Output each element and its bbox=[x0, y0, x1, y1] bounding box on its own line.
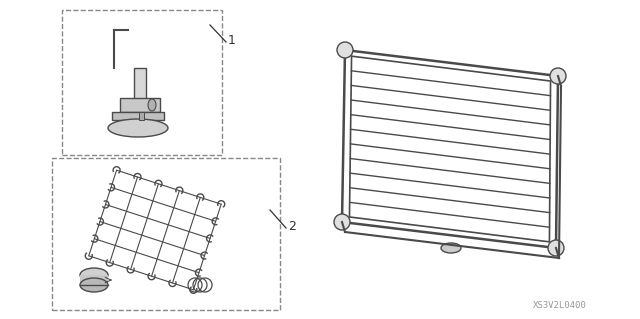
Polygon shape bbox=[112, 112, 164, 120]
Text: 2: 2 bbox=[288, 219, 296, 233]
Bar bbox=[80, 275, 108, 285]
Ellipse shape bbox=[80, 268, 108, 282]
Circle shape bbox=[334, 214, 350, 230]
Ellipse shape bbox=[148, 99, 156, 111]
Circle shape bbox=[337, 42, 353, 58]
Ellipse shape bbox=[80, 278, 108, 292]
Text: 1: 1 bbox=[228, 33, 236, 47]
Ellipse shape bbox=[108, 119, 168, 137]
Polygon shape bbox=[134, 68, 146, 105]
Circle shape bbox=[548, 240, 564, 256]
Text: XS3V2L0400: XS3V2L0400 bbox=[533, 300, 587, 309]
Bar bbox=[139, 112, 144, 120]
Circle shape bbox=[550, 68, 566, 84]
Bar bbox=[52, 158, 280, 310]
Bar bbox=[62, 10, 222, 155]
Ellipse shape bbox=[441, 243, 461, 253]
Polygon shape bbox=[120, 98, 160, 112]
